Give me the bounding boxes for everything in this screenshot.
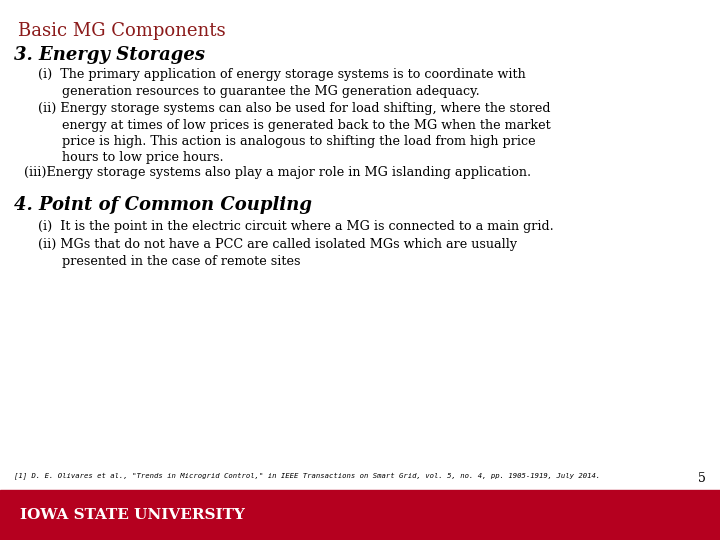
Text: (i)  The primary application of energy storage systems is to coordinate with
   : (i) The primary application of energy st… <box>38 68 526 98</box>
Text: [1] D. E. Olivares et al., "Trends in Microgrid Control," in IEEE Transactions o: [1] D. E. Olivares et al., "Trends in Mi… <box>14 472 600 479</box>
Text: Basic MG Components: Basic MG Components <box>18 22 225 40</box>
Bar <box>0 490 720 540</box>
Text: (iii)Energy storage systems also play a major role in MG islanding application.: (iii)Energy storage systems also play a … <box>24 166 531 179</box>
Text: 4. Point of Common Coupling: 4. Point of Common Coupling <box>14 196 312 214</box>
Text: IOWA STATE UNIVERSITY: IOWA STATE UNIVERSITY <box>20 508 245 522</box>
Text: 5: 5 <box>698 472 706 485</box>
Text: (i)  It is the point in the electric circuit where a MG is connected to a main g: (i) It is the point in the electric circ… <box>38 220 554 233</box>
Text: (ii) Energy storage systems can also be used for load shifting, where the stored: (ii) Energy storage systems can also be … <box>38 102 551 165</box>
Text: (ii) MGs that do not have a PCC are called isolated MGs which are usually
      : (ii) MGs that do not have a PCC are call… <box>38 238 517 267</box>
Text: 3. Energy Storages: 3. Energy Storages <box>14 46 205 64</box>
